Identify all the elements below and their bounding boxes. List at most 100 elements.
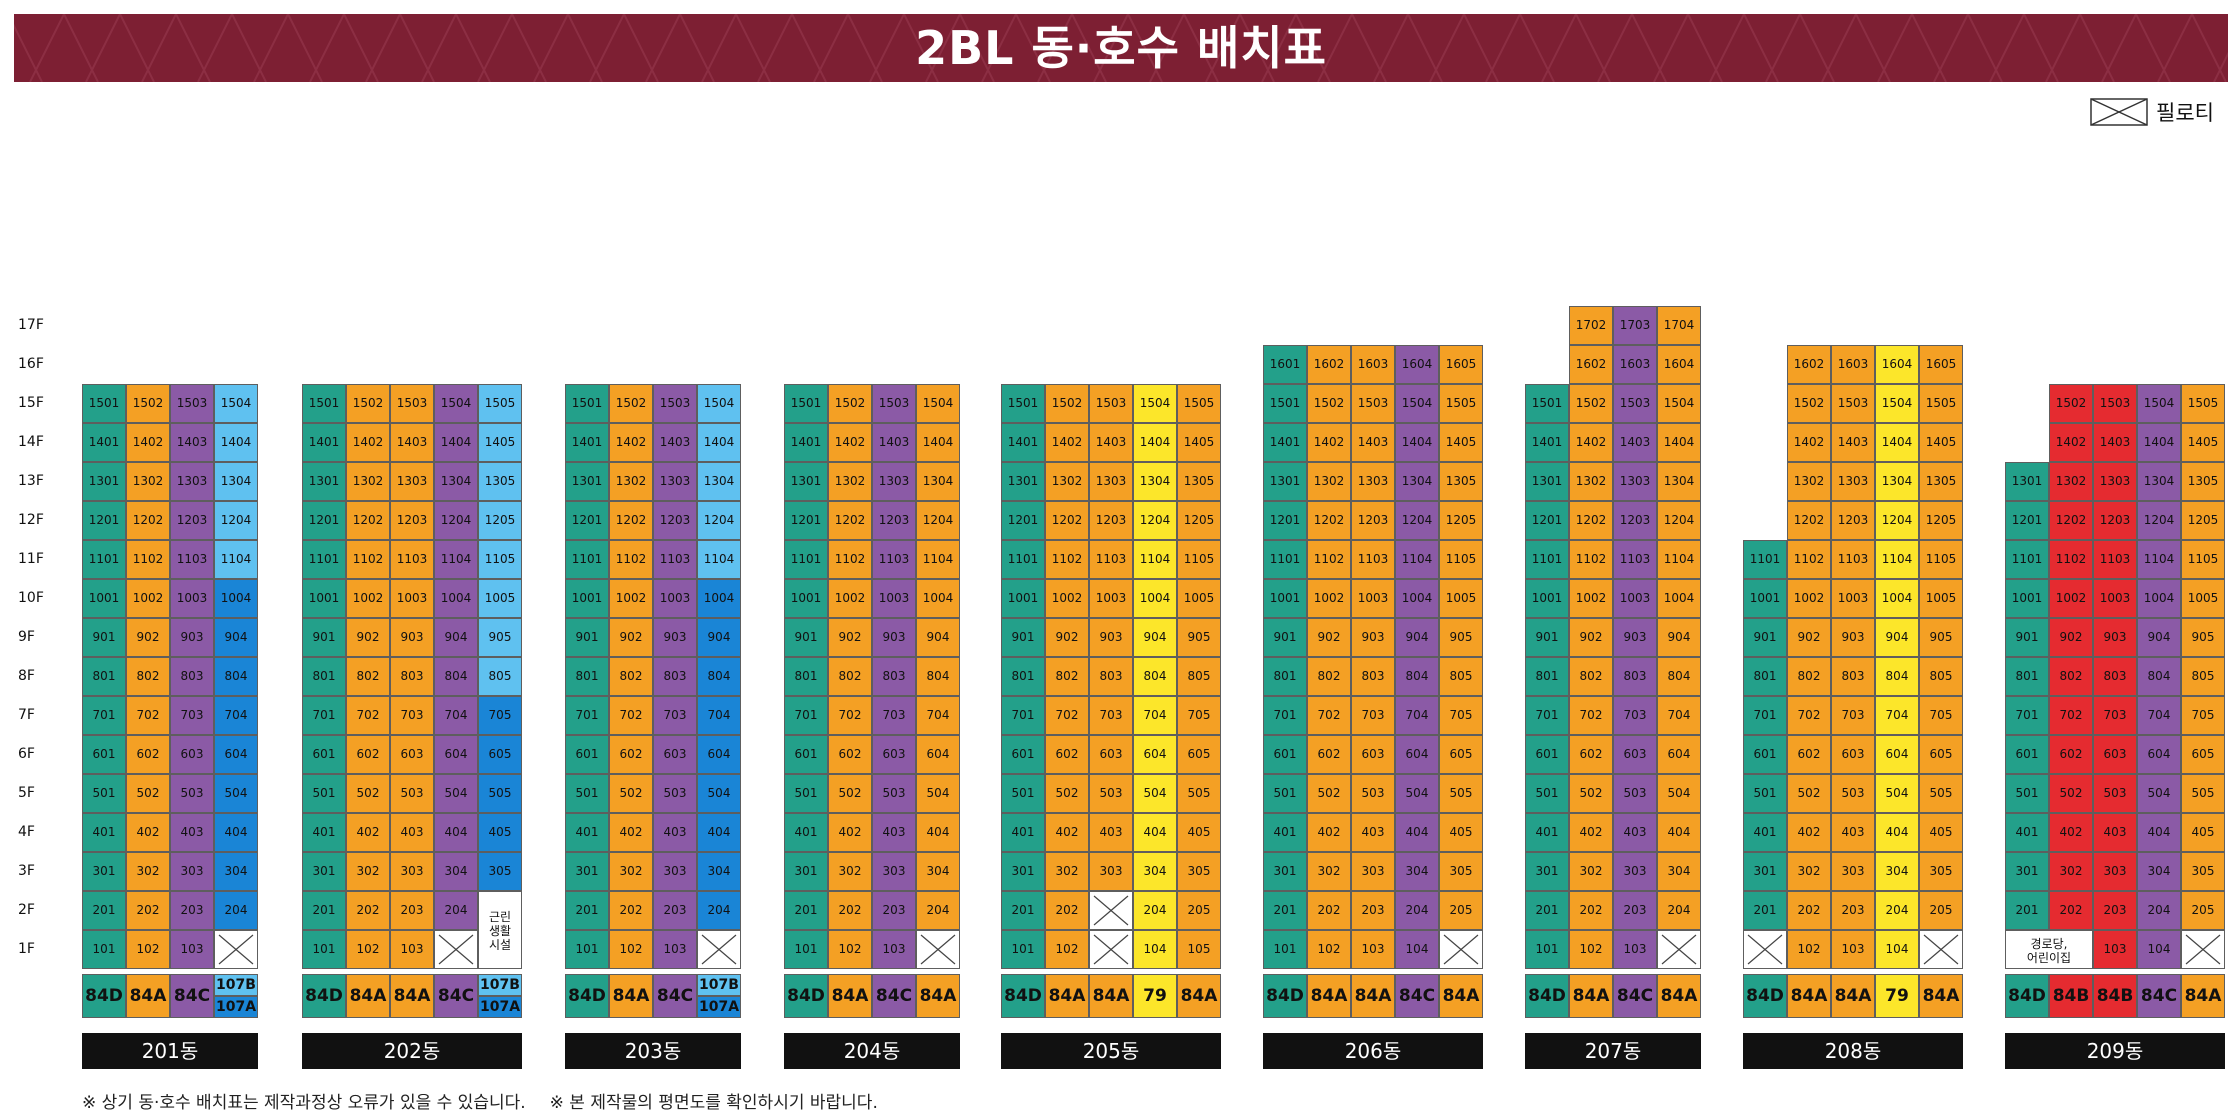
unit-cell: 504: [1133, 774, 1177, 813]
unit-cell: 903: [872, 618, 916, 657]
unit-cell: 701: [1525, 696, 1569, 735]
unit-cell: 1302: [2049, 462, 2093, 501]
unit-cell: 1201: [82, 501, 126, 540]
unit-cell: 403: [1089, 813, 1133, 852]
unit-type-cell: 84D: [1743, 974, 1787, 1018]
unit-cell: 1302: [1787, 462, 1831, 501]
unit-cell: 403: [872, 813, 916, 852]
unit-cell: 902: [609, 618, 653, 657]
unit-cell: 1304: [916, 462, 960, 501]
unit-cell: 503: [170, 774, 214, 813]
unit-cell: 1502: [828, 384, 872, 423]
unit-cell: 102: [1569, 930, 1613, 969]
unit-cell: 803: [170, 657, 214, 696]
unit-cell: 804: [1875, 657, 1919, 696]
unit-cell: 204: [434, 891, 478, 930]
unit-cell: 904: [1133, 618, 1177, 657]
unit-cell: 704: [1133, 696, 1177, 735]
unit-cell: 901: [1743, 618, 1787, 657]
unit-cell: 1401: [565, 423, 609, 462]
unit-cell: 201: [1525, 891, 1569, 930]
unit-cell: 1404: [1133, 423, 1177, 462]
piloti-cross-icon: [1093, 934, 1129, 965]
unit-cell: 101: [1001, 930, 1045, 969]
unit-cell: 304: [2137, 852, 2181, 891]
unit-cell: 603: [872, 735, 916, 774]
unit-type-cell: 84A: [1787, 974, 1831, 1018]
unit-cell: 1204: [916, 501, 960, 540]
unit-cell: 902: [126, 618, 170, 657]
unit-cell: 1501: [1001, 384, 1045, 423]
unit-cell: 1203: [170, 501, 214, 540]
unit-cell: 404: [1657, 813, 1701, 852]
unit-cell: 301: [784, 852, 828, 891]
unit-cell: 704: [214, 696, 258, 735]
unit-cell: 504: [916, 774, 960, 813]
unit-cell: 303: [1831, 852, 1875, 891]
unit-cell: 601: [2005, 735, 2049, 774]
legend: 필로티: [2090, 96, 2214, 128]
unit-cell: 202: [1045, 891, 1089, 930]
unit-cell: 205: [1177, 891, 1221, 930]
unit-cell: 1203: [872, 501, 916, 540]
unit-type-cell: 84A: [126, 974, 170, 1018]
unit-cell: 1003: [390, 579, 434, 618]
unit-cell: 1401: [1263, 423, 1307, 462]
unit-cell: 1204: [434, 501, 478, 540]
unit-cell: 904: [1657, 618, 1701, 657]
piloti-cross-icon: [1093, 895, 1129, 926]
unit-cell: 204: [916, 891, 960, 930]
unit-cell: 1302: [126, 462, 170, 501]
unit-cell: 303: [653, 852, 697, 891]
unit-cell: 401: [82, 813, 126, 852]
unit-cell: 1503: [170, 384, 214, 423]
unit-cell: 1102: [828, 540, 872, 579]
unit-cell: 101: [784, 930, 828, 969]
unit-cell: 401: [784, 813, 828, 852]
unit-cell: 1505: [478, 384, 522, 423]
piloti-cross-icon: [1747, 934, 1783, 965]
unit-cell: 201: [302, 891, 346, 930]
unit-cell: 1604: [1875, 345, 1919, 384]
unit-cell: 405: [2181, 813, 2225, 852]
unit-cell: 1503: [1089, 384, 1133, 423]
unit-cell: 1003: [872, 579, 916, 618]
facility-cell: 근린 생활 시설: [478, 891, 522, 969]
unit-cell: 1603: [1831, 345, 1875, 384]
unit-cell: 605: [2181, 735, 2225, 774]
unit-cell: 1102: [1307, 540, 1351, 579]
unit-cell: 1202: [1307, 501, 1351, 540]
unit-cell: 1401: [82, 423, 126, 462]
unit-cell: 501: [565, 774, 609, 813]
unit-cell: 401: [565, 813, 609, 852]
floor-label: 10F: [18, 590, 44, 606]
unit-cell: 403: [2093, 813, 2137, 852]
unit-cell: 903: [1089, 618, 1133, 657]
unit-cell: 1501: [1263, 384, 1307, 423]
unit-cell: 303: [872, 852, 916, 891]
unit-cell: 1004: [1395, 579, 1439, 618]
piloti-cell: [1439, 930, 1483, 969]
unit-cell: 1305: [1439, 462, 1483, 501]
unit-cell: 902: [1569, 618, 1613, 657]
unit-cell: 1501: [302, 384, 346, 423]
unit-cell: 703: [2093, 696, 2137, 735]
unit-cell: 701: [1001, 696, 1045, 735]
unit-cell: 1205: [1177, 501, 1221, 540]
unit-cell: 103: [872, 930, 916, 969]
unit-cell: 504: [214, 774, 258, 813]
unit-cell: 1005: [478, 579, 522, 618]
unit-cell: 1102: [1045, 540, 1089, 579]
unit-cell: 802: [609, 657, 653, 696]
unit-cell: 1301: [1525, 462, 1569, 501]
unit-cell: 1504: [434, 384, 478, 423]
unit-cell: 802: [346, 657, 390, 696]
unit-type-cell: 84A: [1439, 974, 1483, 1018]
unit-type-cell: 84A: [1089, 974, 1133, 1018]
building-name-label: 205동: [1001, 1033, 1221, 1069]
unit-cell: 501: [302, 774, 346, 813]
unit-cell: 503: [1089, 774, 1133, 813]
unit-cell: 403: [1351, 813, 1395, 852]
unit-cell: 804: [2137, 657, 2181, 696]
facility-cell: 경로당, 어린이집: [2005, 930, 2093, 969]
